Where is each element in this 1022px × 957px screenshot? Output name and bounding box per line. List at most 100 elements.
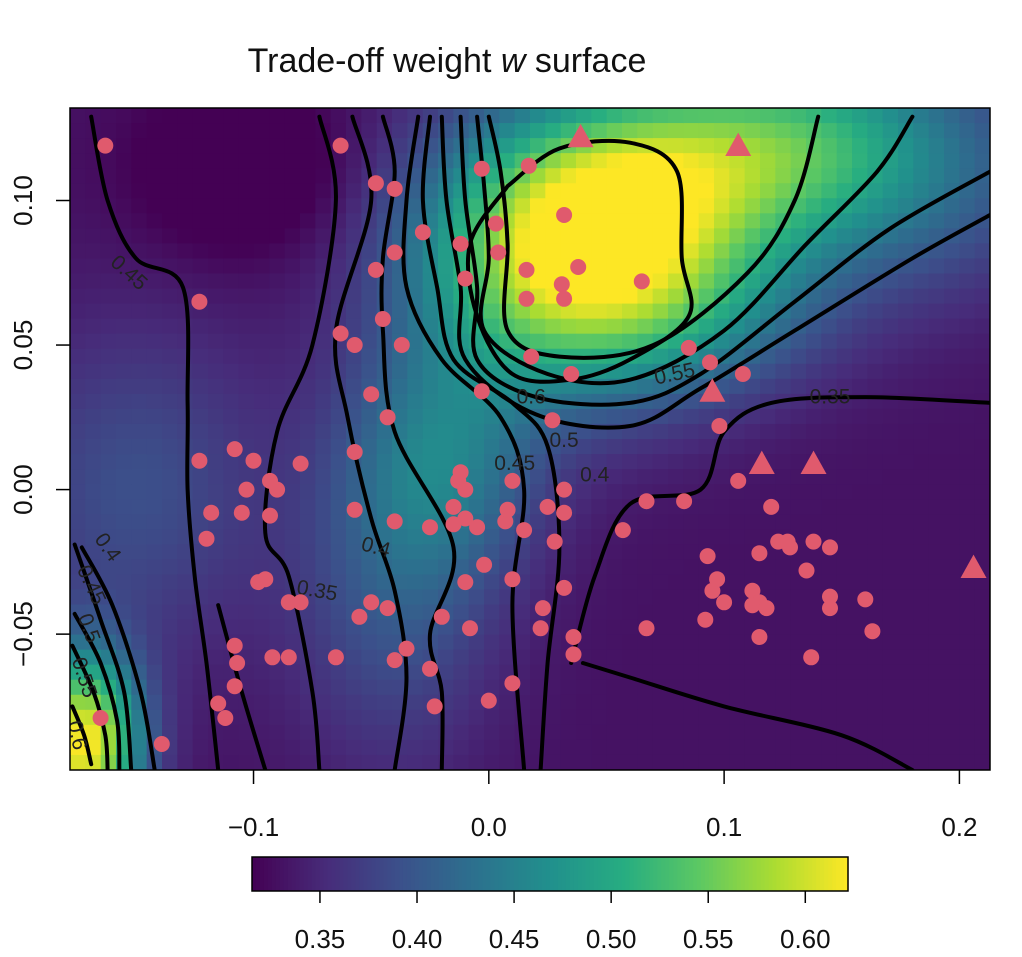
heatmap-cell [775, 724, 792, 741]
heatmap-cell [146, 318, 163, 335]
data-point [226, 637, 243, 654]
heatmap-cell [836, 378, 853, 395]
heatmap-cell [729, 108, 746, 124]
heatmap-cell [484, 318, 500, 335]
heatmap-cell [315, 544, 332, 560]
heatmap-cell [284, 619, 301, 636]
heatmap-cell [913, 303, 930, 320]
heatmap-cell [744, 514, 761, 530]
heatmap-cell [85, 544, 102, 560]
heatmap-cell [269, 739, 286, 756]
heatmap-cell [974, 574, 990, 591]
colorbar-segment [724, 857, 730, 891]
heatmap-cell [683, 423, 700, 440]
data-point [386, 652, 403, 669]
heatmap-cell [637, 318, 654, 335]
heatmap-cell [944, 439, 960, 455]
y-tick-label: 0.10 [8, 175, 38, 226]
heatmap-cell [376, 694, 393, 711]
heatmap-cell [238, 754, 255, 770]
heatmap-cell [70, 243, 86, 260]
heatmap-cell [284, 303, 301, 320]
data-point [697, 611, 714, 628]
heatmap-cell [806, 198, 822, 214]
heatmap-cell [959, 153, 976, 169]
heatmap-cell [790, 604, 807, 621]
heatmap-cell [116, 348, 132, 365]
colorbar-segment [708, 857, 714, 891]
heatmap-cell [606, 198, 623, 214]
heatmap-cell [315, 183, 332, 199]
heatmap-cell [836, 303, 853, 320]
heatmap-cell [698, 679, 715, 696]
heatmap-cell [70, 754, 86, 770]
heatmap-cell [468, 574, 485, 591]
heatmap-cell [683, 739, 700, 756]
colorbar-segment [546, 857, 551, 891]
heatmap-cell [499, 529, 516, 545]
data-point [702, 354, 718, 371]
heatmap-cell [560, 679, 577, 696]
heatmap-cell [775, 589, 792, 606]
heatmap-cell [330, 439, 347, 455]
heatmap-cell [606, 393, 623, 410]
data-point [203, 504, 220, 521]
heatmap-cell [683, 664, 700, 681]
heatmap-cell [836, 108, 853, 124]
heatmap-cell [683, 649, 700, 666]
colorbar-segment [319, 857, 325, 891]
heatmap-cell [254, 198, 270, 214]
heatmap-cell [775, 333, 792, 350]
heatmap-cell [698, 258, 715, 275]
heatmap-cell [407, 408, 424, 425]
heatmap-cell [821, 439, 838, 455]
heatmap-cell [698, 484, 715, 500]
colorbar-tick-label: 0.45 [489, 924, 540, 954]
heatmap-cell [959, 228, 976, 245]
heatmap-cell [269, 318, 286, 335]
data-point [469, 519, 486, 536]
colorbar-segment [764, 857, 770, 891]
heatmap-cell [162, 183, 178, 199]
heatmap-cell [637, 454, 654, 470]
heatmap-cell [944, 574, 960, 591]
data-point [457, 574, 474, 591]
heatmap-cell [254, 243, 270, 260]
heatmap-cell [361, 634, 378, 651]
heatmap-cell [591, 318, 608, 335]
heatmap-cell [162, 559, 178, 576]
heatmap-cell [407, 694, 424, 711]
data-point [518, 261, 535, 278]
heatmap-cell [806, 288, 822, 305]
heatmap-cell [346, 363, 362, 380]
heatmap-cell [192, 559, 209, 576]
heatmap-cell [177, 604, 194, 621]
chart-title-prefix: Trade-off weight [248, 42, 501, 80]
heatmap-cell [269, 273, 286, 290]
heatmap-cell [330, 739, 347, 756]
colorbar-segment [406, 857, 412, 891]
heatmap-cell [545, 168, 562, 184]
heatmap-cell [852, 198, 868, 214]
heatmap-cell [269, 754, 286, 770]
heatmap-cell [468, 739, 485, 756]
heatmap-cell [70, 423, 86, 440]
heatmap-cell [407, 739, 424, 756]
heatmap-cell [714, 514, 730, 530]
heatmap-cell [637, 604, 654, 621]
heatmap-cell [836, 348, 853, 365]
heatmap-cell [192, 258, 209, 275]
heatmap-cell [484, 529, 500, 545]
heatmap-cell [790, 484, 807, 500]
heatmap-cell [821, 709, 838, 726]
heatmap-cell [116, 213, 132, 229]
heatmap-cell [852, 348, 868, 365]
colorbar-segment [637, 857, 642, 891]
heatmap-cell [499, 108, 516, 124]
heatmap-cell [959, 679, 976, 696]
heatmap-cell [714, 168, 730, 184]
heatmap-cell [177, 589, 194, 606]
heatmap-cell [192, 318, 209, 335]
colorbar-segment [490, 857, 495, 891]
heatmap-cell [913, 393, 930, 410]
